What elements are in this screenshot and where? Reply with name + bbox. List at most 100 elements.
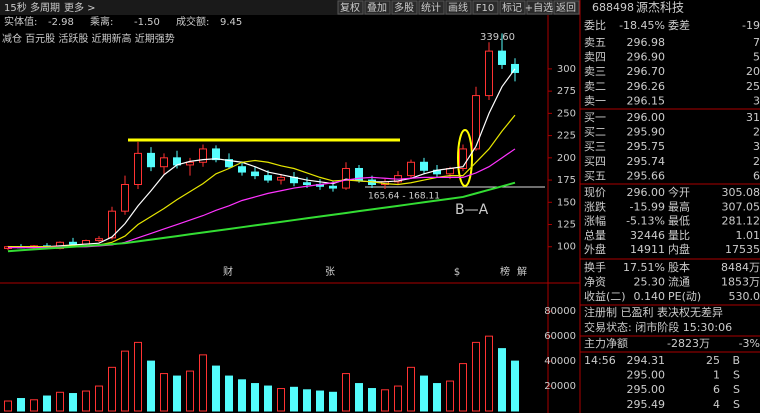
- book-price: 296.98: [627, 36, 666, 49]
- book-price: 296.70: [627, 65, 666, 78]
- tick-volume: 1: [713, 369, 720, 382]
- stat-label: 总量: [584, 228, 606, 242]
- toolbar-button[interactable]: 统计: [421, 1, 441, 14]
- indicator-label: 乘离:: [90, 15, 113, 28]
- toolbar-tab[interactable]: 多周期: [30, 1, 60, 14]
- toolbar-button-bg[interactable]: [445, 0, 472, 15]
- flow-pct: -3%: [739, 337, 760, 350]
- volume-tick-label: 60000: [544, 331, 576, 342]
- book-price: 296.90: [627, 51, 666, 64]
- candle-body: [212, 148, 220, 161]
- tick-time: 14:56: [584, 354, 616, 367]
- candle-body: [459, 148, 467, 169]
- stat-value: 32446: [630, 229, 665, 242]
- toolbar-button[interactable]: 叠加: [367, 2, 387, 14]
- volume-bar: [329, 391, 337, 412]
- volume-bar: [433, 383, 441, 412]
- toolbar-button-bg[interactable]: [553, 0, 580, 15]
- toolbar-tab[interactable]: 更多 >: [64, 1, 96, 14]
- toolbar-button[interactable]: 画线: [448, 1, 468, 14]
- stat-label: 现价: [584, 186, 606, 199]
- stock-name: 源杰科技: [636, 1, 684, 15]
- book-volume: 2: [753, 126, 760, 139]
- stat-label: 涨幅: [584, 215, 606, 228]
- stat-label: 流通: [668, 275, 690, 289]
- stat-value: 530.0: [729, 290, 760, 303]
- toolbar-button-bg[interactable]: [364, 0, 391, 15]
- stat-label: PE(动): [668, 290, 701, 303]
- stat-label: 今开: [668, 185, 690, 199]
- y-tick-label: 175: [557, 175, 576, 186]
- volume-bar: [277, 388, 285, 412]
- toolbar-button[interactable]: 多股: [394, 1, 414, 14]
- candle-body: [303, 182, 311, 186]
- flow-value: -2823万: [667, 337, 710, 350]
- tick-volume: 6: [713, 383, 720, 396]
- ma-line: [8, 114, 516, 248]
- y-tick-label: 225: [557, 131, 576, 142]
- stat-value: 281.12: [722, 215, 760, 228]
- candle-body: [186, 161, 194, 166]
- event-marker: 解: [517, 265, 527, 278]
- tick-price: 295.49: [627, 398, 666, 411]
- volume-bar: [459, 363, 467, 412]
- volume-bar: [17, 398, 25, 412]
- volume-bar: [199, 354, 207, 412]
- ma-line: [8, 68, 516, 248]
- book-volume: 3: [753, 94, 760, 107]
- candle-body: [160, 157, 168, 168]
- volume-bar: [134, 341, 142, 412]
- stat-value: 1853万: [721, 276, 760, 289]
- toolbar-button[interactable]: 复权: [340, 1, 360, 14]
- candle-body: [355, 167, 363, 181]
- indicator-label: 实体值:: [4, 15, 37, 28]
- tick-volume: 4: [713, 398, 720, 411]
- volume-bar: [95, 385, 103, 412]
- volume-bar: [342, 373, 350, 412]
- toolbar-button-bg[interactable]: [499, 0, 526, 15]
- candle-body: [69, 241, 77, 245]
- toolbar-button[interactable]: F10: [476, 3, 494, 14]
- toolbar-button-bg[interactable]: [391, 0, 418, 15]
- tick-price: 294.31: [627, 354, 666, 367]
- volume-bar: [225, 375, 233, 412]
- candle-body: [498, 50, 506, 65]
- candle-body: [199, 148, 207, 163]
- stat-label: 外盘: [584, 242, 606, 256]
- book-price: 295.90: [627, 126, 666, 139]
- stat-label: 收益(二): [584, 289, 626, 303]
- toolbar-button[interactable]: 返回: [556, 2, 576, 14]
- candle-body: [329, 185, 337, 189]
- candle-body: [264, 175, 272, 181]
- volume-bar: [316, 390, 324, 412]
- stock-code: 688498: [592, 1, 634, 14]
- toolbar-button-bg[interactable]: [337, 0, 364, 15]
- toolbar-tab[interactable]: 15秒: [4, 1, 27, 14]
- volume-bar: [147, 360, 155, 412]
- volume-bar: [30, 399, 38, 412]
- toolbar-button-bg[interactable]: [526, 0, 553, 15]
- book-label: 买五: [584, 169, 606, 182]
- toolbar-button-bg[interactable]: [472, 0, 499, 15]
- stat-value: 14911: [630, 243, 665, 256]
- volume-bar: [212, 365, 220, 412]
- toolbar-button[interactable]: +自选: [525, 1, 553, 14]
- pattern-label: B—A: [455, 202, 489, 218]
- candle-body: [121, 184, 129, 212]
- y-tick-label: 150: [557, 197, 576, 208]
- volume-bar: [264, 385, 272, 412]
- stat-value: 17535: [725, 243, 760, 256]
- panel-label: 委差: [668, 18, 690, 32]
- volume-bar: [82, 390, 90, 412]
- candle-body: [95, 238, 103, 242]
- volume-bar: [407, 366, 415, 412]
- stat-value: 296.00: [627, 186, 666, 199]
- toolbar-button-bg[interactable]: [418, 0, 445, 15]
- stat-value: 1.01: [736, 229, 760, 242]
- y-tick-label: 250: [557, 108, 576, 119]
- book-volume: 20: [746, 65, 760, 78]
- candle-body: [407, 161, 415, 177]
- volume-bar: [472, 341, 480, 412]
- high-label: 339.60: [480, 32, 515, 43]
- toolbar-button[interactable]: 标记: [502, 2, 522, 14]
